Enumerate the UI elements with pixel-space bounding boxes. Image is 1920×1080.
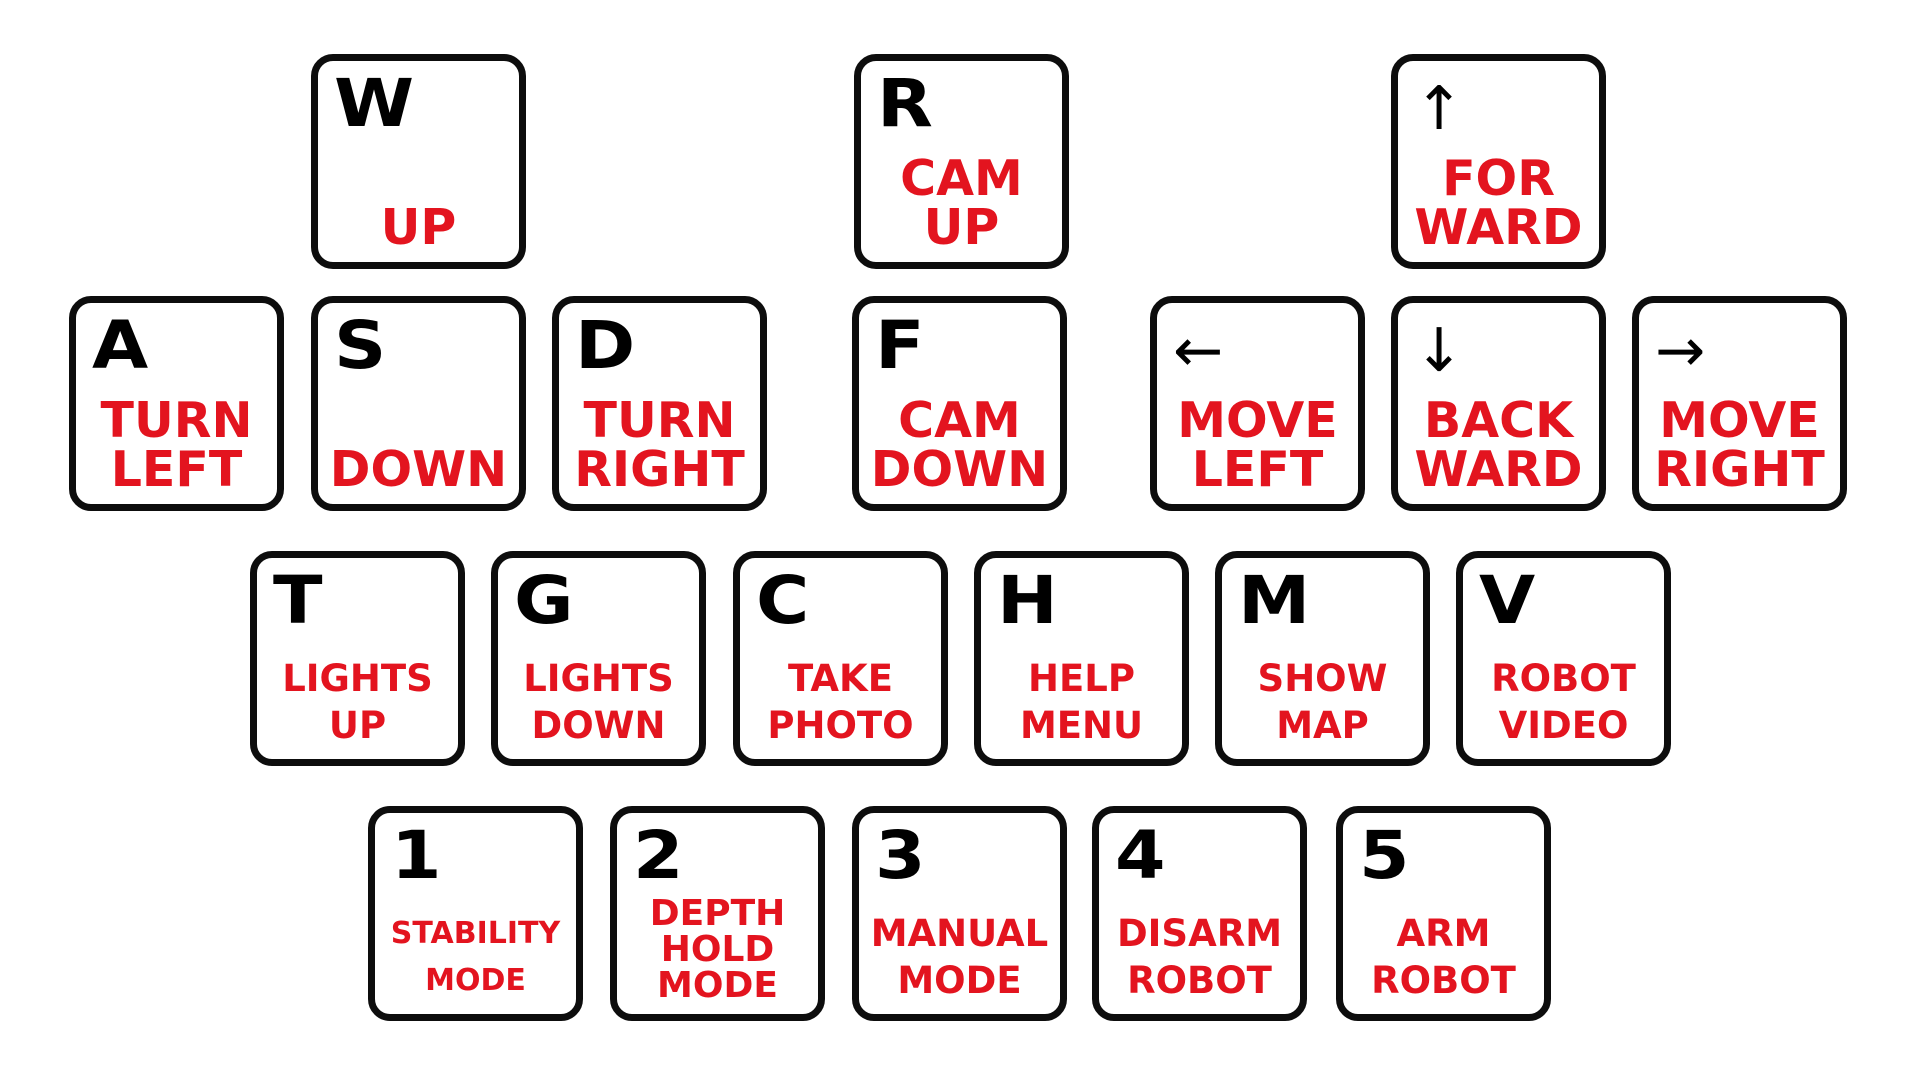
key-r[interactable]: R CAM UP: [854, 54, 1069, 269]
key-label-manual-mode: MANUAL MODE: [870, 912, 1049, 1002]
key-label-disarm-robot: DISARM ROBOT: [1116, 912, 1283, 1002]
key-label-backward: BACK WARD: [1414, 392, 1583, 498]
key-label-lights-down: LIGHTS DOWN: [523, 657, 674, 747]
key-2[interactable]: 2 DEPTH HOLD MODE: [610, 806, 825, 1021]
key-label-show-map: SHOW MAP: [1257, 657, 1388, 747]
key-arrow-up[interactable]: ↑ FOR WARD: [1391, 54, 1606, 269]
key-letter: 1: [391, 817, 442, 894]
key-w[interactable]: W UP: [311, 54, 526, 269]
key-label-turn-right: TURN RIGHT: [574, 392, 745, 498]
key-letter: A: [92, 307, 149, 384]
arrow-left-icon: ←: [1173, 316, 1224, 386]
key-label-up: UP: [380, 199, 457, 256]
key-letter: W: [334, 65, 415, 142]
key-g[interactable]: G LIGHTS DOWN: [491, 551, 706, 766]
arrow-right-icon: →: [1655, 316, 1706, 386]
key-letter: 4: [1115, 817, 1166, 894]
key-letter: S: [334, 307, 387, 384]
key-label-help-menu: HELP MENU: [1019, 657, 1144, 747]
key-d[interactable]: D TURN RIGHT: [552, 296, 767, 511]
key-letter: F: [875, 307, 925, 384]
key-label-move-right: MOVE RIGHT: [1654, 392, 1825, 498]
key-s[interactable]: S DOWN: [311, 296, 526, 511]
key-label-lights-up: LIGHTS UP: [282, 657, 433, 747]
key-3[interactable]: 3 MANUAL MODE: [852, 806, 1067, 1021]
key-v[interactable]: V ROBOT VIDEO: [1456, 551, 1671, 766]
key-letter: D: [575, 307, 636, 384]
key-letter: G: [514, 562, 574, 639]
key-label-down: DOWN: [329, 441, 508, 498]
key-letter: V: [1479, 562, 1536, 639]
key-letter: 3: [875, 817, 926, 894]
key-5[interactable]: 5 ARM ROBOT: [1336, 806, 1551, 1021]
key-label-turn-left: TURN LEFT: [100, 392, 253, 498]
key-letter: M: [1238, 562, 1311, 639]
key-m[interactable]: M SHOW MAP: [1215, 551, 1430, 766]
key-arrow-left[interactable]: ← MOVE LEFT: [1150, 296, 1365, 511]
key-letter: 5: [1359, 817, 1410, 894]
key-t[interactable]: T LIGHTS UP: [250, 551, 465, 766]
key-label-move-left: MOVE LEFT: [1177, 392, 1338, 498]
key-label-stability-mode: STABILITY MODE: [390, 916, 561, 998]
key-f[interactable]: F CAM DOWN: [852, 296, 1067, 511]
key-label-arm-robot: ARM ROBOT: [1371, 912, 1516, 1002]
key-letter: R: [877, 65, 933, 142]
key-label-forward: FOR WARD: [1414, 150, 1583, 256]
key-label-cam-down: CAM DOWN: [870, 392, 1049, 498]
key-letter: H: [997, 562, 1058, 639]
key-label-take-photo: TAKE PHOTO: [767, 657, 914, 747]
key-h[interactable]: H HELP MENU: [974, 551, 1189, 766]
key-letter: T: [273, 562, 323, 639]
key-4[interactable]: 4 DISARM ROBOT: [1092, 806, 1307, 1021]
key-arrow-down[interactable]: ↓ BACK WARD: [1391, 296, 1606, 511]
key-label-depth-hold-mode: DEPTH HOLD MODE: [649, 893, 786, 1006]
key-letter: C: [756, 562, 810, 639]
arrow-up-icon: ↑: [1414, 74, 1465, 144]
key-c[interactable]: C TAKE PHOTO: [733, 551, 948, 766]
arrow-down-icon: ↓: [1414, 316, 1465, 386]
key-arrow-right[interactable]: → MOVE RIGHT: [1632, 296, 1847, 511]
key-letter: 2: [633, 817, 684, 894]
key-label-robot-video: ROBOT VIDEO: [1491, 657, 1636, 747]
key-a[interactable]: A TURN LEFT: [69, 296, 284, 511]
key-1[interactable]: 1 STABILITY MODE: [368, 806, 583, 1021]
key-label-cam-up: CAM UP: [900, 150, 1023, 256]
